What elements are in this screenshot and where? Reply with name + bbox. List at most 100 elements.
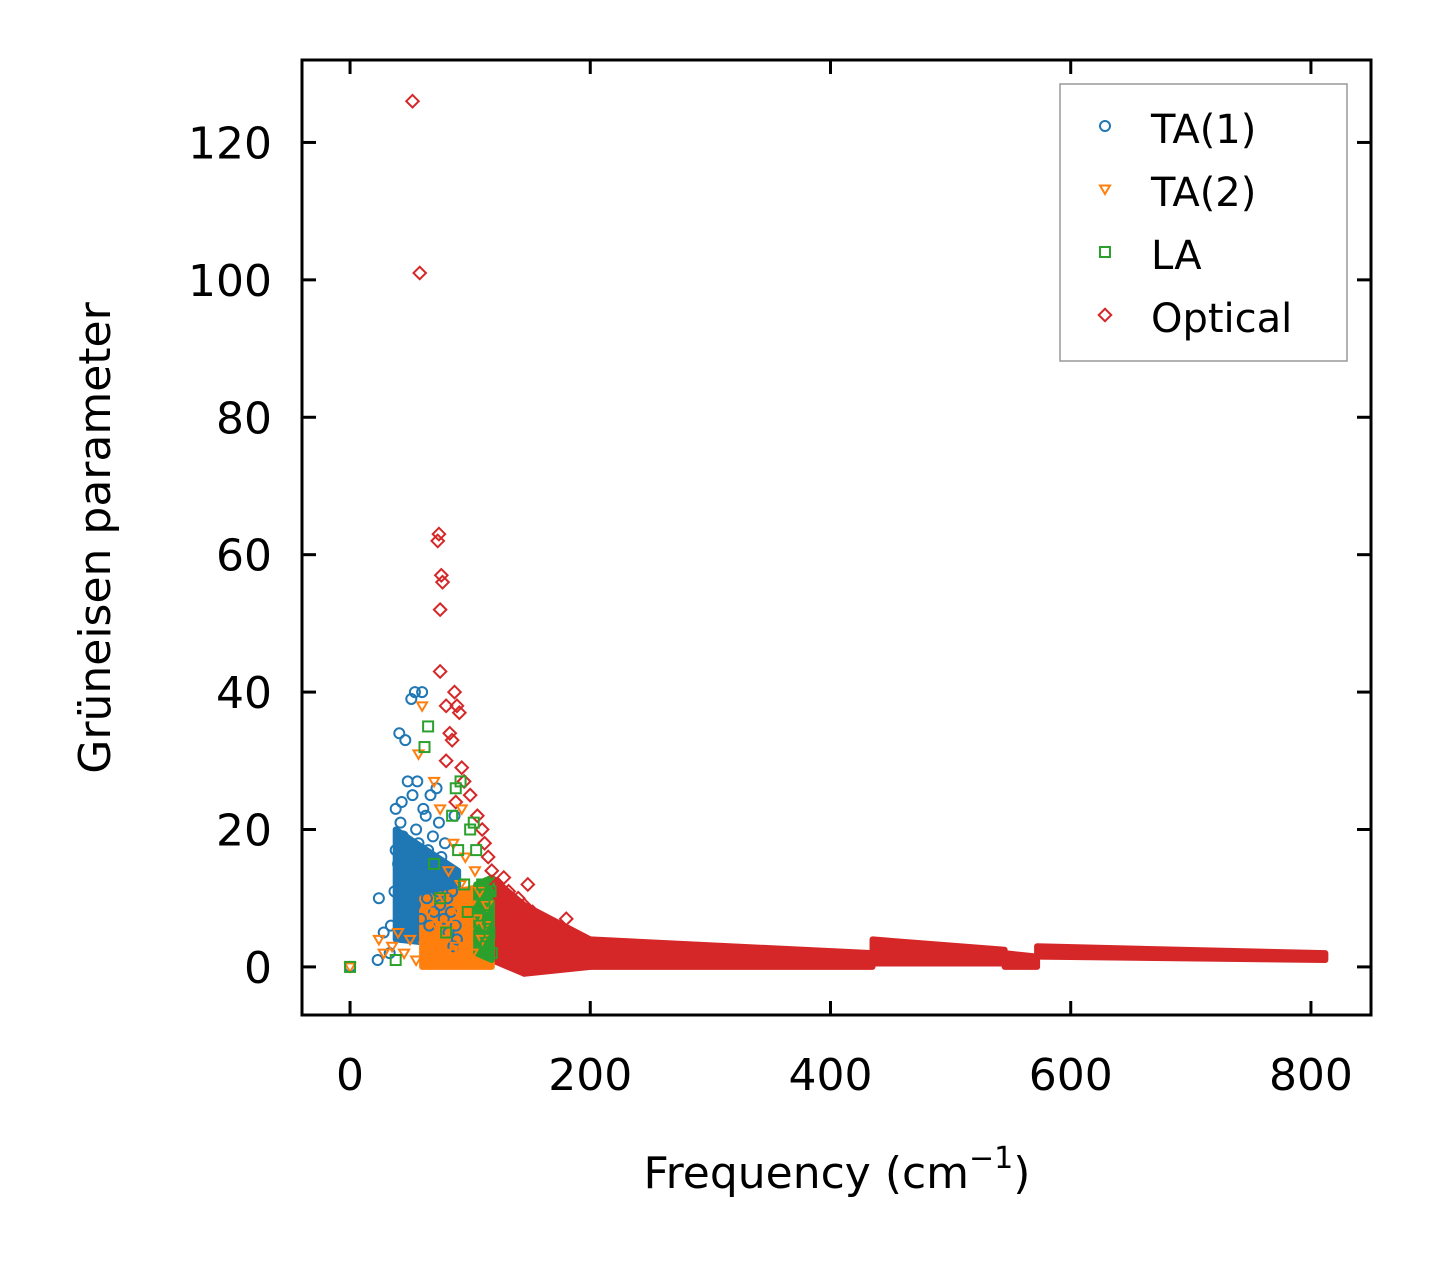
point-optical (540, 931, 556, 948)
point-ta1 (422, 844, 435, 857)
y-tick-label: 80 (216, 393, 272, 444)
point-la (389, 954, 402, 967)
point-optical (516, 897, 532, 913)
legend-marker-ta1 (1099, 120, 1111, 132)
legend-marker-la (1099, 246, 1111, 258)
point-ta1 (431, 885, 444, 898)
point-ta2 (456, 955, 470, 968)
dense-band-optical (1034, 943, 1329, 964)
point-ta2 (409, 955, 423, 968)
point-ta2 (446, 838, 461, 851)
point-optical (488, 876, 505, 893)
point-la (454, 775, 467, 788)
point-la (422, 720, 435, 733)
point-ta1 (428, 905, 441, 918)
legend: TA(1) TA(2) LA Optical (1059, 83, 1348, 362)
point-ta1 (419, 809, 432, 822)
point-optical (496, 869, 512, 886)
point-optical (520, 876, 536, 893)
legend-label-optical: Optical (1151, 296, 1292, 342)
point-la (461, 905, 474, 918)
point-optical (438, 753, 454, 769)
point-optical (431, 526, 447, 542)
point-ta2 (417, 941, 432, 954)
point-optical (446, 684, 463, 700)
point-optical (433, 567, 449, 583)
dense-band-optical (1001, 950, 1041, 970)
point-optical (412, 265, 428, 281)
point-ta1 (426, 830, 439, 843)
point-la (482, 912, 495, 925)
y-tick-label: 20 (216, 805, 272, 856)
point-ta1 (425, 878, 438, 891)
y-axis-ticks: 0 20 40 60 80 100 120 (188, 118, 1371, 994)
point-optical (522, 924, 538, 941)
point-la (484, 885, 497, 898)
y-axis-title: Grüneisen parameter (70, 301, 121, 773)
point-la (473, 919, 486, 932)
y-tick-label: 60 (216, 531, 272, 582)
point-ta1 (412, 837, 425, 850)
point-optical (570, 938, 586, 954)
point-ta1 (449, 919, 462, 932)
point-ta2 (473, 886, 487, 899)
point-optical (442, 725, 458, 741)
point-ta1 (440, 878, 453, 891)
point-ta1 (371, 954, 384, 967)
point-optical (500, 883, 517, 899)
point-la (440, 926, 453, 939)
point-la (434, 892, 447, 905)
point-optical (504, 904, 520, 920)
point-ta1 (450, 933, 463, 946)
point-optical (480, 849, 496, 865)
point-ta1 (407, 871, 420, 884)
point-la (485, 947, 498, 960)
point-optical (532, 918, 548, 934)
legend-marker-optical (1097, 307, 1113, 323)
point-ta1 (408, 899, 421, 912)
point-ta1 (398, 878, 411, 891)
x-axis-title-main: Frequency (cm (644, 1148, 970, 1199)
point-ta1 (372, 892, 385, 905)
point-ta1 (416, 686, 429, 699)
dense-band-optical (587, 936, 876, 970)
point-ta1 (388, 885, 401, 898)
point-optical (432, 601, 448, 618)
point-ta2 (463, 900, 477, 913)
point-ta2 (436, 893, 451, 906)
point-ta2 (453, 879, 468, 892)
y-tick-label: 40 (216, 668, 272, 719)
point-ta2 (433, 804, 447, 816)
point-optical (462, 787, 478, 803)
point-optical (484, 863, 500, 879)
point-ta1 (399, 734, 412, 747)
point-ta1 (394, 816, 407, 829)
point-ta1 (389, 802, 402, 815)
point-ta2 (343, 962, 357, 974)
point-ta1 (396, 830, 409, 843)
point-ta2 (475, 934, 489, 947)
point-ta1 (420, 892, 433, 905)
point-la (418, 741, 431, 754)
point-la (458, 878, 471, 891)
point-optical (404, 93, 421, 109)
point-ta1 (399, 905, 412, 918)
point-ta2 (451, 907, 465, 919)
point-ta1 (384, 919, 397, 932)
x-axis-title: Frequency (cm−1) (644, 1141, 1031, 1199)
point-ta2 (415, 701, 429, 713)
point-ta2 (465, 948, 480, 961)
point-ta1 (432, 816, 445, 829)
point-optical (430, 533, 446, 549)
point-optical (434, 574, 451, 590)
point-ta2 (470, 914, 485, 926)
point-optical (514, 918, 530, 934)
plot-frame (300, 58, 1373, 1017)
point-ta1 (406, 789, 419, 802)
point-ta1 (395, 796, 408, 809)
point-la (479, 940, 492, 953)
point-ta2 (411, 749, 426, 761)
point-ta1 (413, 878, 426, 891)
point-ta1 (405, 692, 418, 705)
